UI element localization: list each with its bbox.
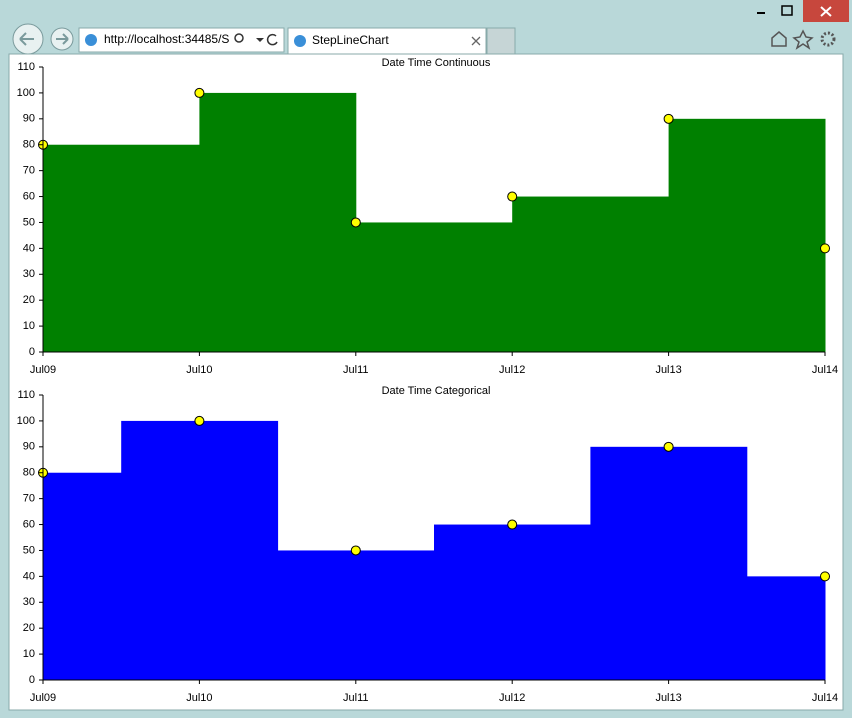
- step-area: [43, 144, 200, 352]
- marker: [663, 441, 674, 452]
- y-tick-label: 20: [23, 622, 35, 634]
- x-tick-label: Jul14: [812, 692, 838, 704]
- ie-icon: [85, 34, 97, 46]
- close-icon: [820, 6, 832, 17]
- step-area: [434, 524, 591, 680]
- url-clip: http://localhost:34485/S: [104, 32, 229, 46]
- step-area: [746, 576, 826, 680]
- step-area: [590, 446, 748, 680]
- y-tick-label: 80: [23, 467, 35, 479]
- y-tick-label: 110: [17, 61, 35, 73]
- y-tick-label: 30: [23, 268, 35, 280]
- marker: [507, 191, 518, 202]
- x-tick-label: Jul10: [186, 364, 212, 376]
- tab[interactable]: [287, 27, 487, 55]
- marker: [194, 87, 205, 98]
- y-tick-label: 10: [23, 648, 35, 660]
- address-bar[interactable]: [78, 27, 285, 53]
- y-tick-label: 50: [23, 216, 35, 228]
- marker: [507, 519, 518, 530]
- y-tick-label: 40: [23, 570, 35, 582]
- chart: Date Time Continuous 0 10 20 30 40 50 60 70 80 90 1…: [17, 57, 839, 376]
- refresh-icon[interactable]: [266, 33, 278, 46]
- home-icon[interactable]: [771, 31, 787, 47]
- marker: [820, 243, 830, 254]
- y-tick-label: 60: [23, 190, 35, 202]
- x-tick-label: Jul13: [655, 364, 681, 376]
- y-tick-label: 110: [17, 389, 35, 401]
- x-tick-label: Jul12: [499, 364, 525, 376]
- y-tick-label: 50: [23, 544, 35, 556]
- x-tick-label: Jul12: [499, 692, 525, 704]
- y-tick-label: 100: [17, 87, 35, 99]
- marker: [663, 113, 674, 124]
- back-icon: [19, 32, 34, 46]
- x-tick-label: Jul09: [30, 692, 56, 704]
- chart: Date Time Categorical 0 10 20 30 40 50 60 70 80 90…: [17, 385, 839, 704]
- step-area: [199, 92, 357, 352]
- marker: [820, 571, 830, 582]
- charts: Date Time Continuous 0 10 20 30 40 50 60 70 80 90 1…: [17, 57, 839, 704]
- step-area: [512, 196, 670, 352]
- y-tick-label: 0: [29, 346, 35, 358]
- step-area: [277, 550, 435, 680]
- y-tick-label: 20: [23, 294, 35, 306]
- x-tick-label: Jul11: [343, 692, 368, 704]
- x-tick-label: Jul11: [343, 364, 368, 376]
- y-tick-label: 70: [23, 165, 35, 177]
- y-tick-label: 70: [23, 493, 35, 505]
- new-tab[interactable]: [486, 27, 516, 55]
- y-tick-label: 80: [23, 139, 35, 151]
- x-tick-label: Jul13: [655, 692, 681, 704]
- tab-icon: [294, 35, 306, 47]
- step-area: [43, 472, 122, 680]
- x-tick-label: Jul10: [186, 692, 212, 704]
- url-text: http://localhost:34485/S: [104, 32, 229, 46]
- tab-title: StepLineChart: [312, 33, 389, 47]
- y-tick-label: 60: [23, 518, 35, 530]
- favorites-icon[interactable]: [792, 29, 814, 50]
- search-icon[interactable]: [234, 33, 244, 43]
- y-tick-label: 30: [23, 596, 35, 608]
- y-tick-label: 100: [17, 415, 35, 427]
- chart-title: Date Time Categorical: [382, 385, 491, 397]
- x-tick-label: Jul09: [30, 364, 56, 376]
- dropdown-icon[interactable]: [256, 38, 264, 42]
- marker: [350, 545, 361, 556]
- step-area: [121, 420, 279, 680]
- y-tick-label: 90: [23, 113, 35, 125]
- y-tick-label: 40: [23, 242, 35, 254]
- window-controls: [757, 0, 849, 22]
- y-tick-label: 0: [29, 674, 35, 686]
- maximize-button[interactable]: [781, 5, 793, 16]
- step-area: [668, 118, 826, 353]
- settings-icon[interactable]: [820, 31, 836, 47]
- marker: [194, 415, 205, 426]
- marker: [350, 217, 361, 228]
- tab-close[interactable]: [471, 36, 481, 46]
- y-tick-label: 10: [23, 320, 35, 332]
- chart-title: Date Time Continuous: [382, 57, 491, 69]
- x-tick-label: Jul14: [812, 364, 838, 376]
- y-tick-label: 90: [23, 441, 35, 453]
- forward-icon: [56, 33, 69, 45]
- step-area: [355, 222, 513, 352]
